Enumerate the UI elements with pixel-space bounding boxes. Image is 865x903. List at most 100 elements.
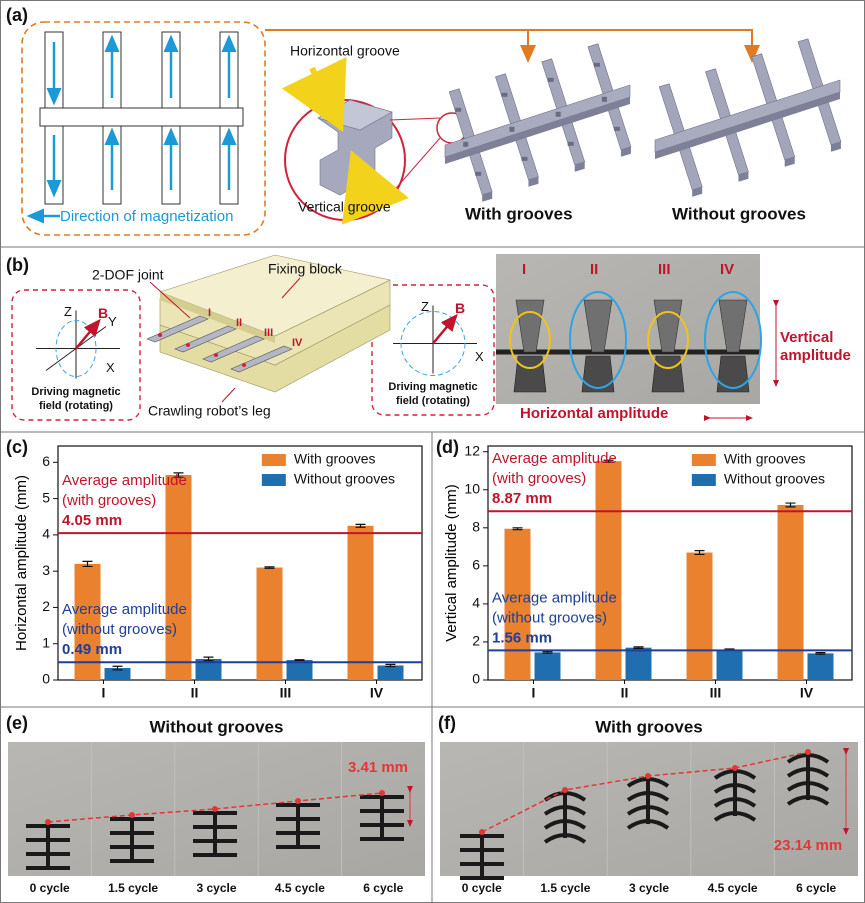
shape [620, 146, 631, 157]
robot-leg [786, 795, 830, 806]
reference-label: Average amplitude [62, 601, 187, 618]
x-tick-label: II [621, 685, 629, 701]
bar [347, 525, 374, 680]
trajectory [647, 311, 689, 369]
label: X [106, 360, 115, 375]
bar [807, 653, 834, 680]
shape [160, 292, 275, 343]
label: (f) [438, 713, 456, 733]
label: 3.41 mm [348, 759, 408, 776]
shape [583, 299, 613, 353]
label: Horizontal groove [290, 43, 400, 59]
legend-label: With grooves [294, 451, 376, 467]
bar [286, 660, 313, 680]
b-vector [432, 313, 458, 345]
groove [509, 126, 515, 132]
robot-leg [543, 833, 587, 844]
bar [625, 647, 652, 680]
shape [444, 84, 631, 158]
label: Direction of magnetization [60, 208, 233, 225]
y-tick-label: 4 [42, 526, 50, 542]
groove [601, 96, 607, 102]
reference-label: (with grooves) [492, 470, 586, 487]
label: 6 cycle [796, 881, 836, 895]
joint [186, 343, 190, 347]
robot-leg [543, 819, 587, 830]
shape [513, 355, 547, 393]
groove [455, 107, 462, 112]
y-tick-label: 8 [472, 519, 480, 535]
bar [716, 649, 743, 680]
legend-swatch [261, 454, 286, 466]
reference-label: (without grooves) [62, 621, 177, 638]
x-tick-label: IV [800, 685, 814, 701]
reference-label: Average amplitude [62, 472, 187, 489]
bar [595, 461, 622, 680]
label: (e) [6, 713, 28, 733]
y-tick-label: 1 [42, 634, 50, 650]
dashed-box [11, 289, 141, 421]
x-tick-label: I [532, 685, 536, 701]
legend-swatch [691, 454, 716, 466]
shape [784, 156, 795, 167]
bar [104, 668, 131, 680]
label: B [455, 300, 465, 316]
trace [47, 792, 383, 823]
shape [654, 79, 841, 153]
groove [547, 77, 554, 82]
label: Driving magnetic [388, 381, 477, 393]
shape [445, 97, 630, 164]
error-bar [173, 472, 184, 478]
groove [567, 141, 574, 146]
bar [195, 658, 222, 680]
guide [389, 117, 441, 121]
legend-swatch [691, 474, 716, 486]
y-tick-label: 2 [42, 598, 50, 614]
y-tick-label: 10 [464, 480, 480, 496]
bar [74, 563, 101, 680]
shape [738, 171, 749, 182]
groove [463, 141, 469, 147]
label: 23.14 mm [774, 837, 842, 854]
plot-frame [487, 445, 853, 681]
label: II [590, 261, 598, 278]
error-bar [112, 665, 123, 671]
label: With grooves [595, 717, 703, 736]
label: B [98, 305, 108, 321]
marker [212, 806, 218, 812]
y-axis-label: Horizontal amplitude (mm) [13, 475, 30, 651]
reference-label: Average amplitude [492, 589, 617, 606]
error-bar [633, 646, 644, 650]
robot-leg [713, 811, 757, 822]
robot-leg [786, 781, 830, 792]
reference-label: (with grooves) [62, 492, 156, 509]
legend-swatch [261, 474, 286, 486]
label: III [658, 261, 671, 278]
label: Crawling robot’s leg [148, 403, 271, 419]
label: 1.5 cycle [540, 881, 590, 895]
b-vector [75, 318, 101, 350]
label: IV [292, 337, 303, 349]
leader [149, 281, 191, 319]
trajectory [704, 291, 762, 389]
label: field (rotating) [39, 400, 113, 412]
groove [613, 126, 620, 131]
label: With grooves [465, 204, 573, 223]
reference-value: 1.56 mm [492, 629, 552, 646]
label: Vertical groove [298, 199, 391, 215]
rotation [55, 320, 97, 377]
robot-leg [713, 797, 757, 808]
robot-leg [626, 791, 670, 802]
robot-leg [543, 805, 587, 816]
dashed-box [371, 284, 495, 416]
panel-label: (c) [6, 437, 28, 457]
legend-label: Without grooves [294, 471, 395, 487]
label: field (rotating) [396, 395, 470, 407]
label: Z [64, 304, 72, 319]
shape [146, 315, 209, 343]
trajectory [569, 291, 627, 389]
shape [202, 335, 265, 363]
x-tick-label: III [280, 685, 292, 701]
label: Y [108, 314, 117, 329]
